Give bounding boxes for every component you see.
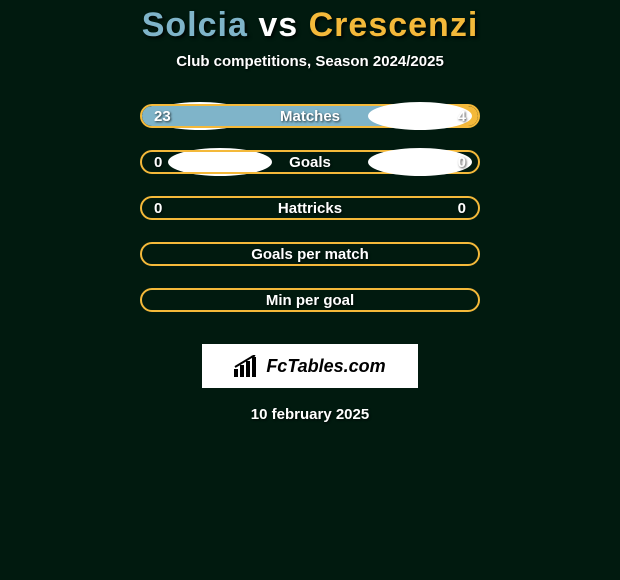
stat-label: Goals per match xyxy=(142,246,478,263)
title-vs: vs xyxy=(258,6,298,44)
stat-label: Min per goal xyxy=(142,292,478,309)
date-text: 10 february 2025 xyxy=(251,406,369,423)
stat-row: 0Goals0 xyxy=(140,150,480,174)
logo-text: FcTables.com xyxy=(266,356,385,377)
stat-bar: 0Hattricks0 xyxy=(140,196,480,220)
stat-value-player2: 0 xyxy=(458,154,466,171)
stat-row: 23Matches4 xyxy=(140,104,480,128)
stat-bar: 23Matches4 xyxy=(140,104,480,128)
stat-bar: 0Goals0 xyxy=(140,150,480,174)
stat-rows: 23Matches40Goals00Hattricks0Goals per ma… xyxy=(140,104,480,334)
title-player1: Solcia xyxy=(142,6,248,44)
stat-label: Hattricks xyxy=(142,200,478,217)
subtitle: Club competitions, Season 2024/2025 xyxy=(176,53,444,70)
stat-bar: Goals per match xyxy=(140,242,480,266)
stat-value-player2: 0 xyxy=(458,200,466,217)
stat-row: Goals per match xyxy=(140,242,480,266)
stat-bar: Min per goal xyxy=(140,288,480,312)
main-container: Solcia vs Crescenzi Club competitions, S… xyxy=(0,0,620,580)
logo-box: FcTables.com xyxy=(202,344,418,388)
stat-label: Matches xyxy=(142,108,478,125)
stat-row: Min per goal xyxy=(140,288,480,312)
page-title: Solcia vs Crescenzi xyxy=(142,6,479,45)
stat-row: 0Hattricks0 xyxy=(140,196,480,220)
chart-bars-icon xyxy=(234,355,260,377)
title-player2: Crescenzi xyxy=(309,6,479,44)
stat-label: Goals xyxy=(142,154,478,171)
stat-value-player2: 4 xyxy=(458,108,466,125)
